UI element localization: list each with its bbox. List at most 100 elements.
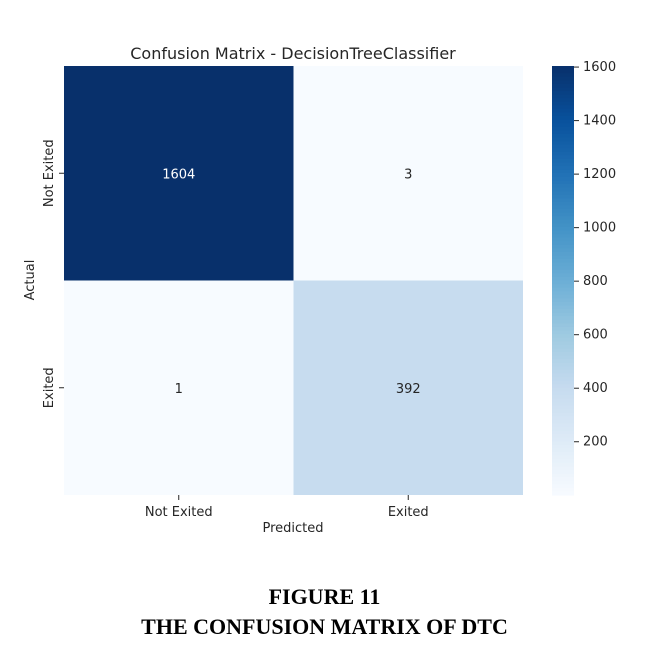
- colorbar-segment: [552, 473, 574, 478]
- colorbar-segment: [552, 173, 574, 178]
- cell-value-label: 1: [175, 382, 183, 397]
- colorbar-segment: [552, 119, 574, 124]
- colorbar-segment: [552, 191, 574, 196]
- colorbar-segment: [552, 255, 574, 260]
- colorbar-segment: [552, 87, 574, 92]
- colorbar-segment: [552, 384, 574, 389]
- y-axis-label: Actual: [23, 260, 38, 301]
- colorbar-segment: [552, 491, 574, 496]
- colorbar-segment: [552, 198, 574, 203]
- colorbar-segment: [552, 291, 574, 296]
- colorbar-segment: [552, 377, 574, 382]
- cell-value-label: 3: [404, 167, 412, 182]
- colorbar-segment: [552, 151, 574, 156]
- colorbar-segment: [552, 480, 574, 485]
- colorbar-tick-label: 1000: [583, 221, 616, 236]
- colorbar-segment: [552, 305, 574, 310]
- colorbar-segment: [552, 419, 574, 425]
- colorbar-segment: [552, 362, 574, 367]
- colorbar-segment: [552, 98, 574, 103]
- colorbar-segment: [552, 269, 574, 274]
- colorbar-tick-label: 200: [583, 435, 608, 450]
- colorbar-segment: [552, 201, 574, 207]
- colorbar-segment: [552, 73, 574, 78]
- colorbar-segment: [552, 444, 574, 450]
- colorbar-segment: [552, 223, 574, 228]
- colorbar-segment: [552, 309, 574, 314]
- colorbar-segment: [552, 398, 574, 403]
- colorbar-segment: [552, 144, 574, 149]
- heatmap-cell: [293, 66, 523, 281]
- colorbar-segment: [552, 116, 574, 121]
- cell-value-label: 392: [396, 382, 421, 397]
- colorbar-segment: [552, 137, 574, 142]
- colorbar-segment: [552, 319, 574, 324]
- colorbar-segment: [552, 391, 574, 396]
- colorbar-segment: [552, 344, 574, 350]
- colorbar-segment: [552, 148, 574, 153]
- colorbar-segment: [552, 155, 574, 160]
- colorbar-segment: [552, 234, 574, 239]
- colorbar-segment: [552, 158, 574, 164]
- colorbar-segment: [552, 251, 574, 257]
- heatmap-cell: [64, 280, 294, 495]
- colorbar-segment: [552, 452, 574, 457]
- colorbar-segment: [552, 284, 574, 289]
- colorbar-segment: [552, 466, 574, 471]
- colorbar-segment: [552, 423, 574, 428]
- colorbar-segment: [552, 241, 574, 246]
- colorbar-segment: [552, 337, 574, 342]
- colorbar-segment: [552, 219, 574, 224]
- colorbar-segment: [552, 326, 574, 332]
- colorbar-segment: [552, 334, 574, 339]
- figure-title: THE CONFUSION MATRIX OF DTC: [141, 614, 508, 639]
- colorbar-segment: [552, 316, 574, 321]
- colorbar-segment: [552, 369, 574, 375]
- colorbar-segment: [552, 123, 574, 128]
- colorbar: 200 400 600 800 1000 1200 1400 1600: [552, 60, 616, 496]
- x-axis-label: Predicted: [262, 521, 323, 536]
- colorbar-segment: [552, 298, 574, 303]
- y-tick-label: Not Exited: [42, 139, 57, 207]
- colorbar-segment: [552, 355, 574, 360]
- colorbar-segment: [552, 216, 574, 221]
- colorbar-segment: [552, 402, 574, 407]
- colorbar-segment: [552, 141, 574, 146]
- colorbar-segment: [552, 330, 574, 335]
- colorbar-segment: [552, 287, 574, 292]
- colorbar-segment: [552, 462, 574, 467]
- colorbar-segment: [552, 259, 574, 264]
- heatmap-annotations: 1604 3 1 392: [162, 167, 420, 397]
- y-tick-label: Exited: [42, 367, 57, 408]
- colorbar-segment: [552, 366, 574, 371]
- colorbar-segment: [552, 416, 574, 421]
- colorbar-segment: [552, 266, 574, 271]
- colorbar-segment: [552, 409, 574, 414]
- colorbar-segment: [552, 348, 574, 353]
- colorbar-segment: [552, 80, 574, 85]
- colorbar-segment: [552, 209, 574, 214]
- colorbar-tick-label: 400: [583, 381, 608, 396]
- colorbar-segment: [552, 280, 574, 285]
- colorbar-segment: [552, 484, 574, 489]
- colorbar-segment: [552, 194, 574, 199]
- colorbar-segment: [552, 437, 574, 442]
- colorbar-segment: [552, 205, 574, 210]
- colorbar-segment: [552, 226, 574, 232]
- colorbar-segment: [552, 312, 574, 317]
- colorbar-segment: [552, 273, 574, 278]
- colorbar-segment: [552, 434, 574, 439]
- colorbar-segment: [552, 341, 574, 346]
- colorbar-segment: [552, 459, 574, 464]
- x-tick-label: Exited: [388, 505, 429, 520]
- colorbar-segment: [552, 187, 574, 192]
- colorbar-segment: [552, 101, 574, 106]
- colorbar-segment: [552, 230, 574, 235]
- colorbar-segment: [552, 112, 574, 117]
- colorbar-segment: [552, 183, 574, 189]
- colorbar-segment: [552, 455, 574, 460]
- colorbar-segment: [552, 126, 574, 131]
- colorbar-segment: [552, 248, 574, 253]
- colorbar-segment: [552, 176, 574, 181]
- colorbar-segment: [552, 430, 574, 435]
